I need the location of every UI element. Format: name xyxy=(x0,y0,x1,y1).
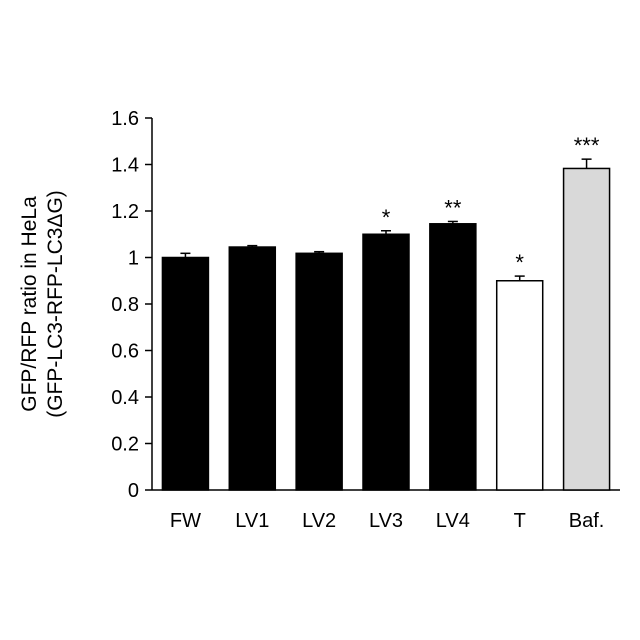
x-tick-label: LV2 xyxy=(302,510,336,532)
y-axis-title-line-2: (GFP-LC3-RFP-LC3ΔG) xyxy=(44,190,67,418)
x-tick-label: Baf. xyxy=(569,510,605,532)
y-tick-label: 1 xyxy=(128,248,139,270)
x-tick-label: LV4 xyxy=(436,510,470,532)
x-tick-label: LV1 xyxy=(235,510,269,532)
y-axis-title-line-1: GFP/RFP ratio in HeLa xyxy=(18,196,41,412)
y-tick-label: 1.4 xyxy=(111,155,139,177)
y-tick-label: 0 xyxy=(128,480,139,502)
bar-lv1 xyxy=(229,247,275,490)
plot-area: 00.20.40.60.811.21.41.6FWLV1LV2LV3*LV4**… xyxy=(111,108,620,532)
x-tick-label: T xyxy=(514,510,526,532)
y-tick-label: 0.6 xyxy=(111,341,139,363)
y-tick-label: 0.4 xyxy=(111,387,139,409)
bar-baf xyxy=(564,168,610,490)
bar-lv3 xyxy=(363,234,409,490)
bar-t xyxy=(497,281,543,490)
bar-lv4 xyxy=(430,224,476,490)
bar-lv2 xyxy=(296,253,342,490)
y-tick-label: 1.2 xyxy=(111,201,139,223)
y-tick-label: 0.8 xyxy=(111,294,139,316)
significance-label: ** xyxy=(444,195,462,220)
y-tick-label: 0.2 xyxy=(111,434,139,456)
y-axis-title: GFP/RFP ratio in HeLa (GFP-LC3-RFP-LC3ΔG… xyxy=(18,190,67,418)
x-tick-label: LV3 xyxy=(369,510,403,532)
significance-label: *** xyxy=(574,133,600,158)
y-tick-label: 1.6 xyxy=(111,108,139,130)
x-tick-label: FW xyxy=(170,510,201,532)
bar-fw xyxy=(162,258,208,491)
significance-label: * xyxy=(382,205,391,230)
significance-label: * xyxy=(515,250,524,275)
